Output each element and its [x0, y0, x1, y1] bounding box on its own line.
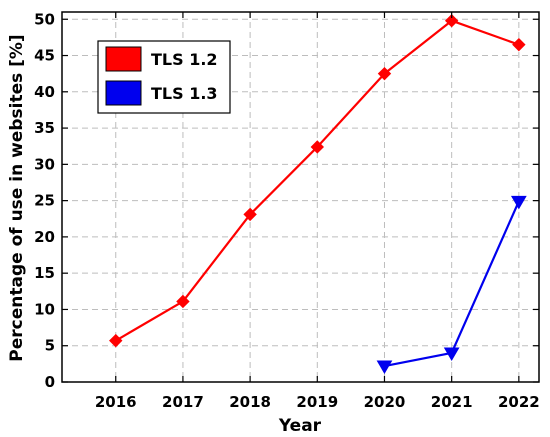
x-axis-title: Year — [278, 416, 322, 436]
data-point-tls-1-2 — [512, 37, 526, 52]
legend-swatch-tls-1-3 — [105, 80, 142, 106]
y-tick-label: 25 — [34, 192, 55, 210]
axis-ticks: 0 5 10 15 20 25 30 35 40 45 50 2016 2017 2018 2019 2020… — [34, 10, 540, 411]
y-tick-label: 45 — [34, 47, 55, 65]
y-tick-label: 5 — [45, 337, 55, 355]
series-layer — [109, 13, 527, 375]
data-point-tls-1-3 — [443, 347, 460, 361]
y-tick-label: 10 — [34, 300, 55, 318]
y-tick-label: 35 — [34, 119, 55, 137]
y-axis-title: Percentage of use in websites [%] — [7, 34, 27, 361]
y-tick-label: 50 — [34, 10, 55, 28]
data-point-tls-1-2 — [377, 66, 392, 81]
x-tick-label: 2018 — [229, 393, 271, 411]
data-point-tls-1-2 — [109, 333, 123, 348]
data-point-tls-1-3 — [510, 195, 527, 210]
legend-label-tls-1-2: TLS 1.2 — [151, 50, 218, 69]
x-tick-label: 2019 — [296, 393, 338, 411]
plot-frame — [61, 11, 540, 383]
x-tick-label: 2021 — [431, 393, 473, 411]
x-tick-label: 2020 — [364, 393, 406, 411]
data-point-tls-1-2 — [310, 140, 325, 154]
y-tick-label: 40 — [34, 83, 55, 101]
data-point-tls-1-3 — [376, 360, 393, 375]
data-point-tls-1-2 — [444, 13, 459, 28]
x-tick-label: 2016 — [95, 393, 137, 411]
legend: TLS 1.2 TLS 1.3 — [97, 40, 231, 114]
x-tick-label: 2017 — [162, 393, 204, 411]
data-point-tls-1-2 — [243, 207, 257, 222]
x-tick-label: 2022 — [498, 393, 540, 411]
data-point-tls-1-2 — [176, 294, 190, 309]
y-tick-label: 0 — [45, 373, 55, 391]
y-tick-label: 20 — [34, 228, 55, 246]
y-tick-label: 15 — [34, 264, 55, 282]
legend-label-tls-1-3: TLS 1.3 — [151, 84, 218, 103]
legend-swatch-tls-1-2 — [105, 46, 142, 72]
y-tick-label: 30 — [34, 155, 55, 173]
